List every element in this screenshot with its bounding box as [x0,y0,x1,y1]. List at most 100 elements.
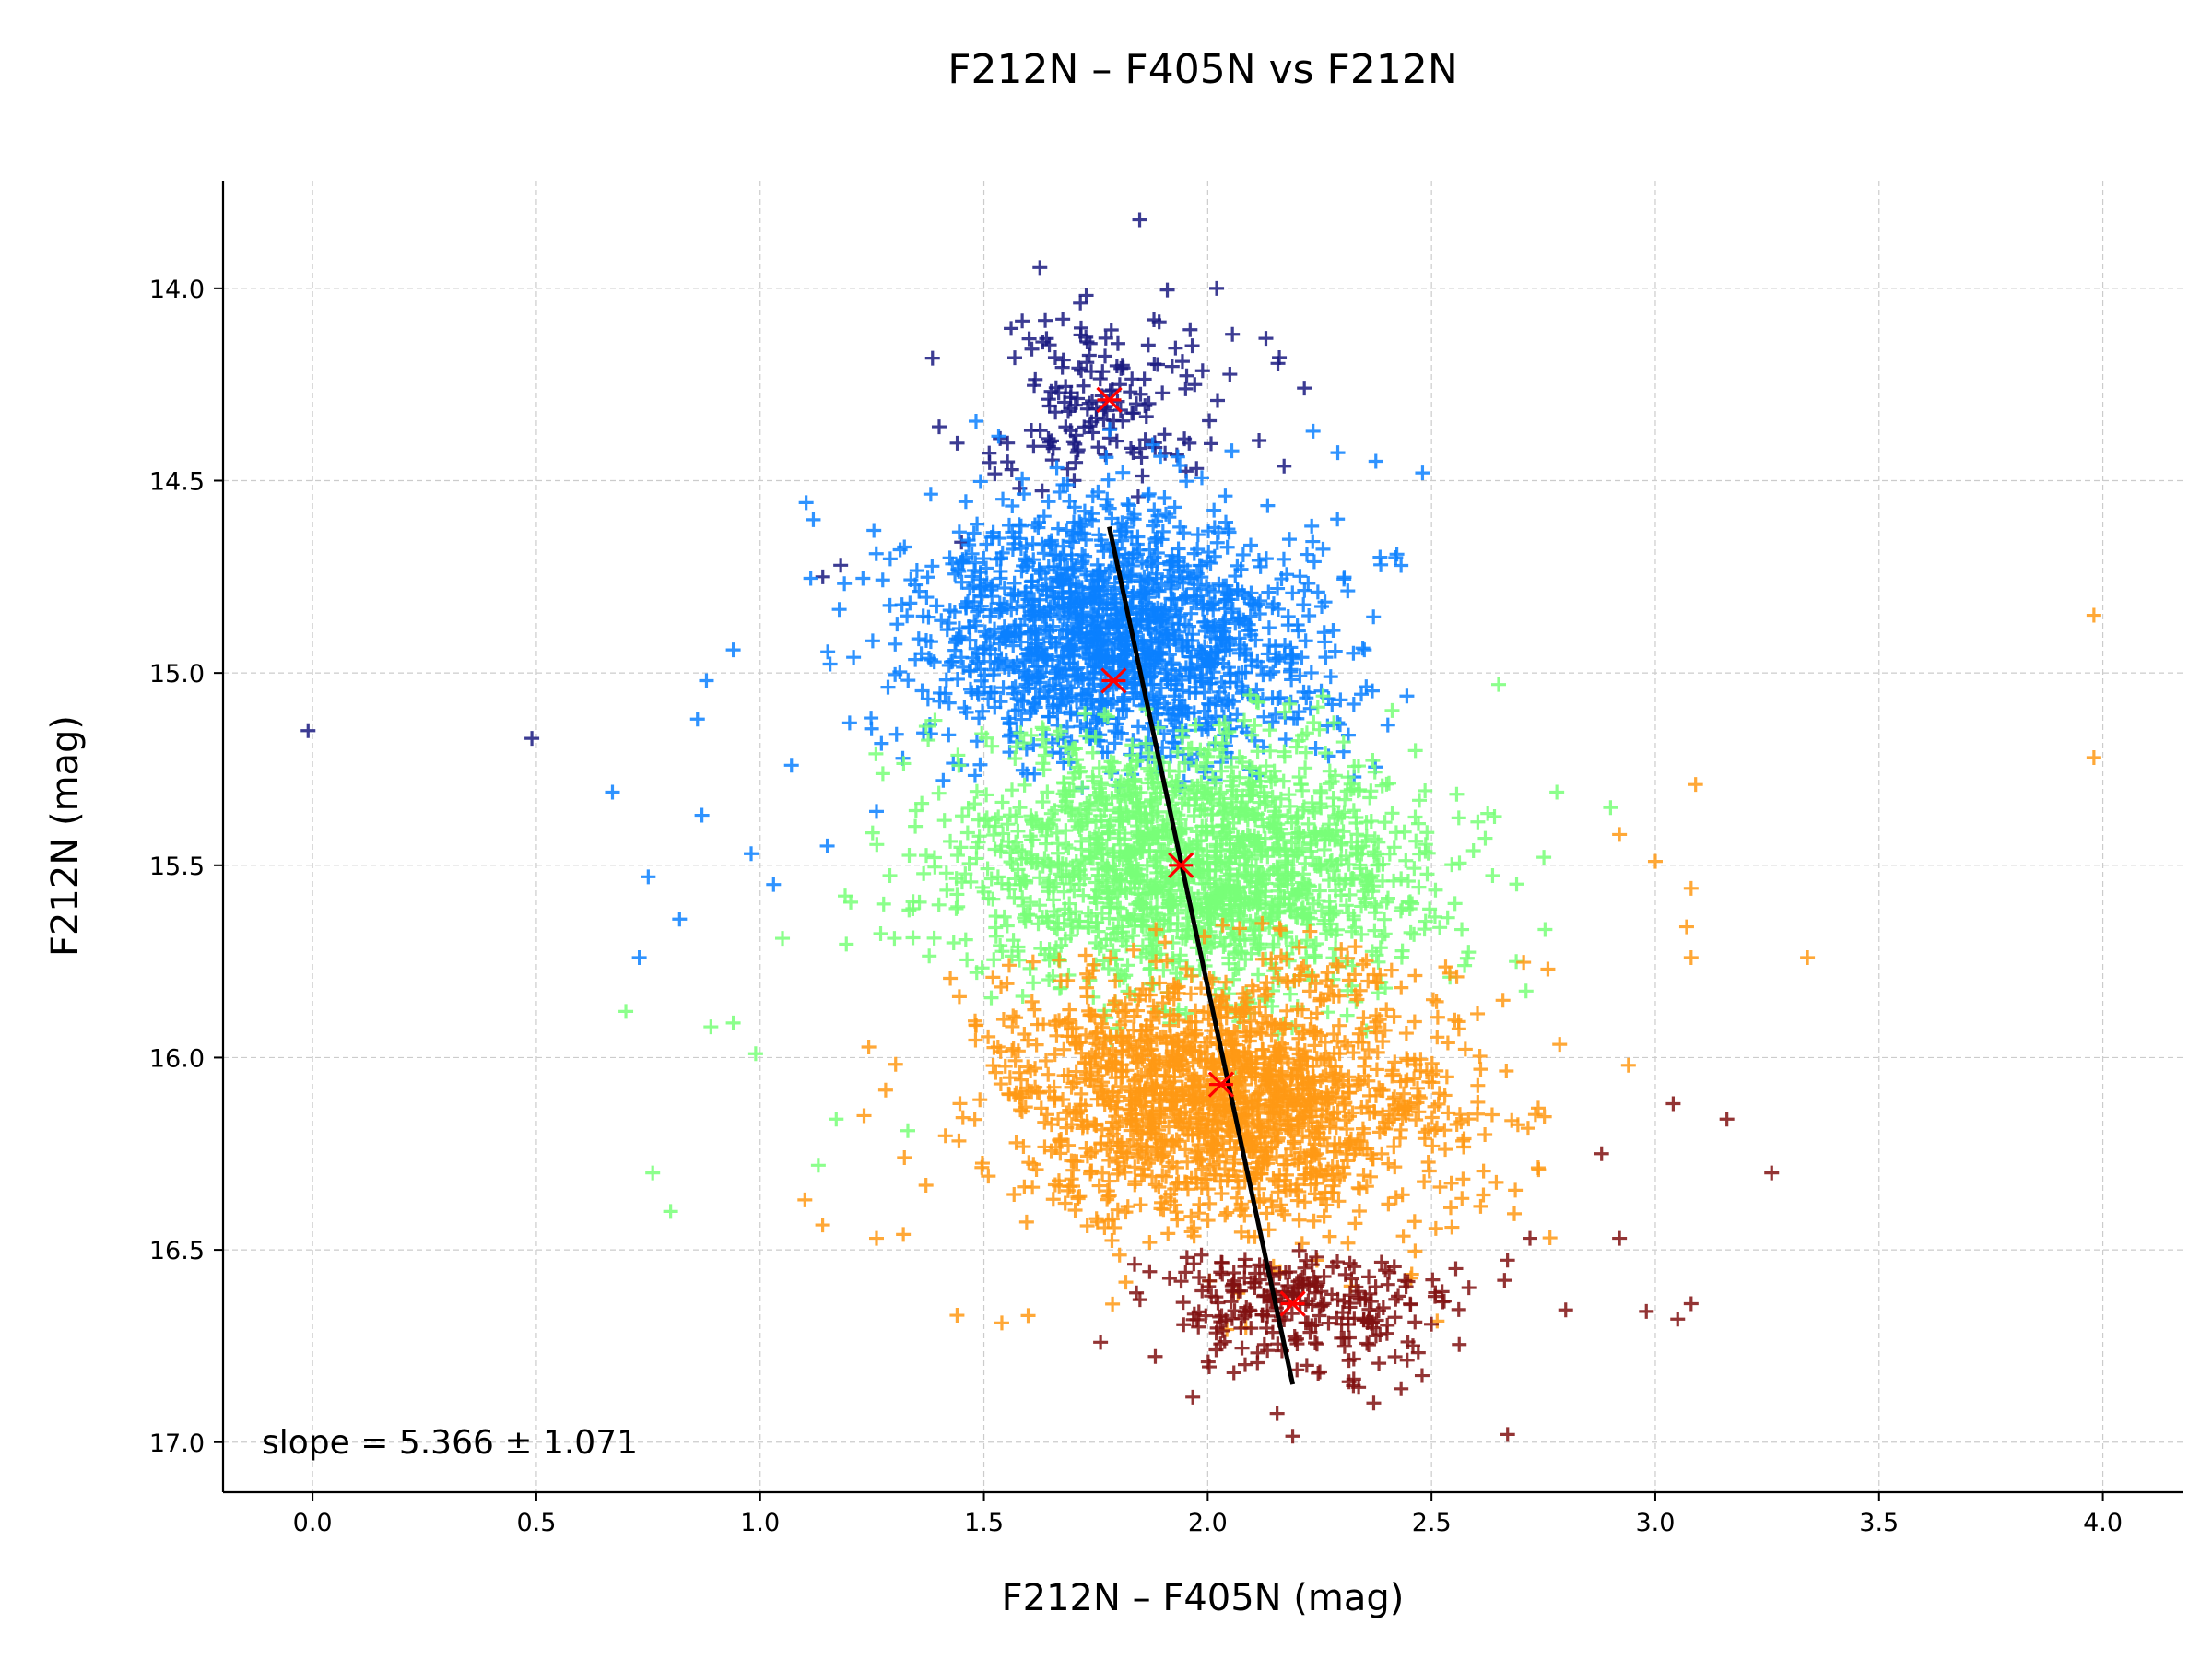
data-point-green [1129,866,1145,882]
data-point-blue [1132,542,1147,558]
data-point-orange [1012,1065,1028,1080]
data-point-green [1085,745,1100,760]
data-point-blue [1230,582,1245,597]
data-point-orange [1683,880,1699,896]
data-point-green [1123,759,1138,774]
data-point-green [1105,858,1121,874]
data-point-green [1152,912,1168,928]
data-point-blue [1028,640,1043,655]
data-point-green [1485,867,1500,883]
data-point-blue [1048,547,1064,562]
data-point-blue [1112,527,1127,543]
data-point-blue [900,608,915,624]
data-point-green [1230,960,1246,976]
data-point-blue [1327,643,1343,659]
data-point-green [1328,883,1344,899]
data-point-orange [1171,1012,1186,1028]
data-point-green [1148,936,1164,952]
data-point-blue [1300,575,1316,591]
data-point-green [1012,800,1028,816]
data-point-orange [1151,1180,1167,1195]
data-point-orange [1406,1214,1422,1230]
data-point-blue [1020,641,1036,657]
data-point-blue [1220,592,1236,607]
data-point-blue [1067,669,1083,685]
data-point-blue [1170,449,1185,465]
data-point-green [918,848,934,864]
data-point-green [1063,877,1078,892]
data-point-orange [1001,958,1017,973]
data-point-navy [1140,337,1156,353]
data-point-orange [1101,1152,1117,1168]
data-point-blue [1171,692,1187,708]
data-point-green [1243,946,1259,961]
data-point-orange [1067,1202,1083,1218]
data-point-green [1419,825,1435,841]
data-point-blue [1111,618,1126,633]
data-point-green [1374,778,1390,794]
data-point-green [1265,939,1281,955]
data-point-navy [1252,433,1267,449]
data-point-blue [1161,706,1177,722]
data-point-orange [1142,1234,1158,1250]
data-point-darkred [1269,1406,1285,1421]
data-point-blue [1110,724,1125,740]
data-point-blue [985,667,1001,683]
data-point-green [969,783,984,799]
data-point-green [977,813,993,829]
data-point-green [1330,829,1346,844]
data-point-green [896,756,912,771]
data-point-blue [1040,688,1055,704]
data-point-blue [1220,660,1236,676]
data-point-green [1303,835,1319,851]
data-point-blue [798,495,814,511]
data-point-orange [1488,1174,1504,1190]
data-point-orange [1527,1107,1543,1123]
data-point-navy [1113,360,1129,376]
data-point-green [1220,855,1236,871]
data-point-green [1300,816,1316,831]
data-point-blue [1296,597,1312,613]
data-point-orange [1440,1035,1455,1051]
data-point-green [1400,873,1416,888]
data-point-green [1295,908,1311,924]
data-point-orange [1152,975,1168,991]
data-point-navy [1000,435,1016,451]
data-point-green [1377,926,1393,942]
data-point-blue [1050,601,1065,617]
data-point-orange [1218,1207,1233,1223]
data-point-green [1267,799,1283,815]
data-point-green [1058,838,1074,853]
data-point-blue [1057,560,1073,576]
data-point-green [1340,770,1356,785]
data-point-green [1366,844,1382,860]
data-point-orange [1406,1014,1422,1030]
data-point-green [994,876,1009,891]
data-point-orange [1125,942,1141,958]
data-point-orange [1051,1112,1066,1127]
data-point-green [1189,861,1205,877]
data-point-blue [1188,686,1204,701]
data-point-blue [1258,551,1274,567]
data-point-green [1231,905,1247,921]
data-point-orange [797,1192,813,1207]
data-point-blue [1141,571,1157,587]
data-point-blue [1028,681,1043,697]
data-point-green [1241,788,1257,804]
data-point-green [1378,981,1394,996]
data-point-orange [1145,1169,1160,1184]
data-point-orange [1294,1236,1310,1252]
data-point-blue [942,603,958,618]
data-point-green [1013,725,1029,741]
data-point-green [1097,803,1112,818]
data-point-blue [888,726,904,742]
data-point-blue [1260,646,1276,662]
data-point-green [1331,806,1347,822]
chart-title: F212N – F405N vs F212N [947,46,1458,93]
data-point-blue [1094,537,1110,553]
data-point-green [1053,724,1068,739]
data-point-green [1120,983,1135,999]
data-point-orange [1337,1112,1353,1128]
data-point-blue [1084,691,1100,707]
data-point-green [1003,854,1018,870]
